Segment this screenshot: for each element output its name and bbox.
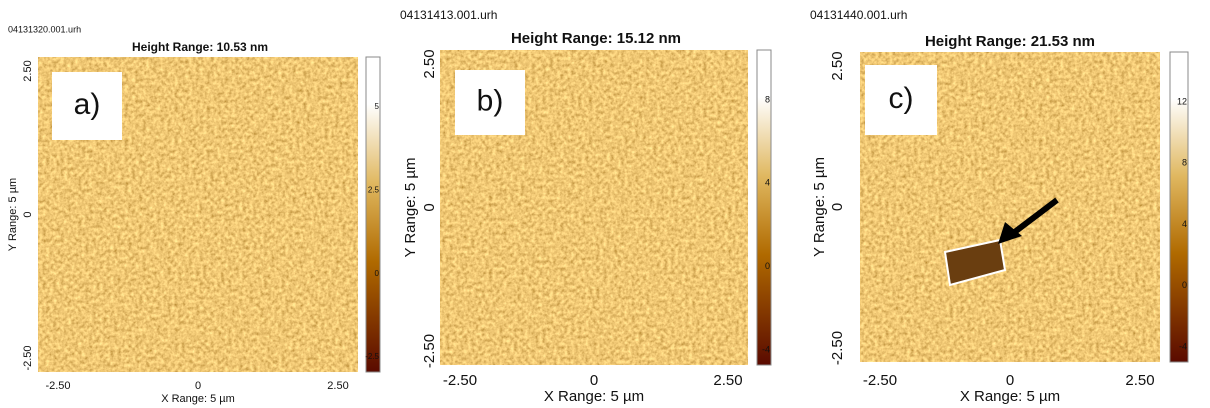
x-axis-label: X Range: 5 µm: [960, 388, 1060, 405]
arrow-head: [998, 222, 1022, 244]
x-tick-label: 2.50: [1125, 372, 1154, 389]
height-range: Height Range: 21.53 nm: [925, 33, 1095, 50]
y-tick-label: -2.50: [829, 331, 846, 365]
panel-label: a): [74, 88, 101, 121]
y-tick-label: -2.50: [22, 345, 34, 370]
colorbar: [756, 49, 772, 366]
y-axis-label: Y Range: 5 µm: [7, 178, 19, 251]
y-tick-label: 0: [22, 211, 34, 217]
arrow-shaft: [1010, 197, 1059, 237]
y-axis-label: Y Range: 5 µm: [402, 157, 419, 257]
x-tick-label: 0: [590, 372, 598, 389]
panels: 04131320.001.urh Height Range: 10.53 nm a)…: [7, 8, 1189, 405]
panel-label: c): [889, 82, 914, 115]
label-box: [455, 70, 525, 135]
label-box: [52, 72, 122, 140]
panel-label: b): [477, 84, 504, 117]
colorbar-tick: 5: [375, 102, 380, 111]
x-tick-label: 0: [1006, 372, 1014, 389]
x-tick-label: -2.50: [443, 372, 477, 389]
colorbar-tick: -4: [1179, 341, 1187, 351]
x-tick-label: 0: [195, 380, 201, 392]
x-tick-label: 2.50: [713, 372, 742, 389]
colorbar-tick: 4: [765, 178, 770, 188]
height-range: Height Range: 10.53 nm: [132, 40, 268, 54]
y-tick-label: 0: [421, 203, 438, 211]
colorbar: [365, 56, 381, 373]
x-tick-label: 2.50: [327, 380, 348, 392]
height-range: Height Range: 15.12 nm: [511, 30, 681, 47]
label-box: [865, 65, 937, 135]
x-axis-label: X Range: 5 µm: [544, 388, 644, 405]
y-tick-label: 2.50: [829, 51, 846, 80]
defect: [943, 238, 1007, 287]
y-tick-label: 0: [829, 203, 846, 211]
x-tick-label: -2.50: [45, 380, 70, 392]
colorbar-tick: 8: [765, 94, 770, 104]
y-axis-label: Y Range: 5 µm: [811, 157, 828, 257]
colorbar-tick: 0: [375, 269, 380, 278]
file-name: 04131320.001.urh: [8, 24, 81, 34]
colorbar-tick: 0: [1182, 280, 1187, 290]
file-name: 04131413.001.urh: [400, 8, 497, 22]
colorbar-tick: -4: [762, 344, 770, 354]
colorbar-tick: 12: [1177, 96, 1187, 106]
y-tick-label: -2.50: [421, 334, 438, 368]
y-tick-label: 2.50: [421, 49, 438, 78]
file-name: 04131440.001.urh: [810, 8, 907, 22]
colorbar-tick: -2.5: [365, 352, 379, 361]
colorbar-tick: 4: [1182, 219, 1187, 229]
colorbar-tick: 2.5: [368, 185, 380, 194]
x-axis-label: X Range: 5 µm: [161, 393, 235, 405]
y-tick-label: 2.50: [22, 60, 34, 81]
colorbar-tick: 8: [1182, 158, 1187, 168]
x-tick-label: -2.50: [863, 372, 897, 389]
colorbar-tick: 0: [765, 261, 770, 271]
colorbar: [1169, 51, 1189, 363]
